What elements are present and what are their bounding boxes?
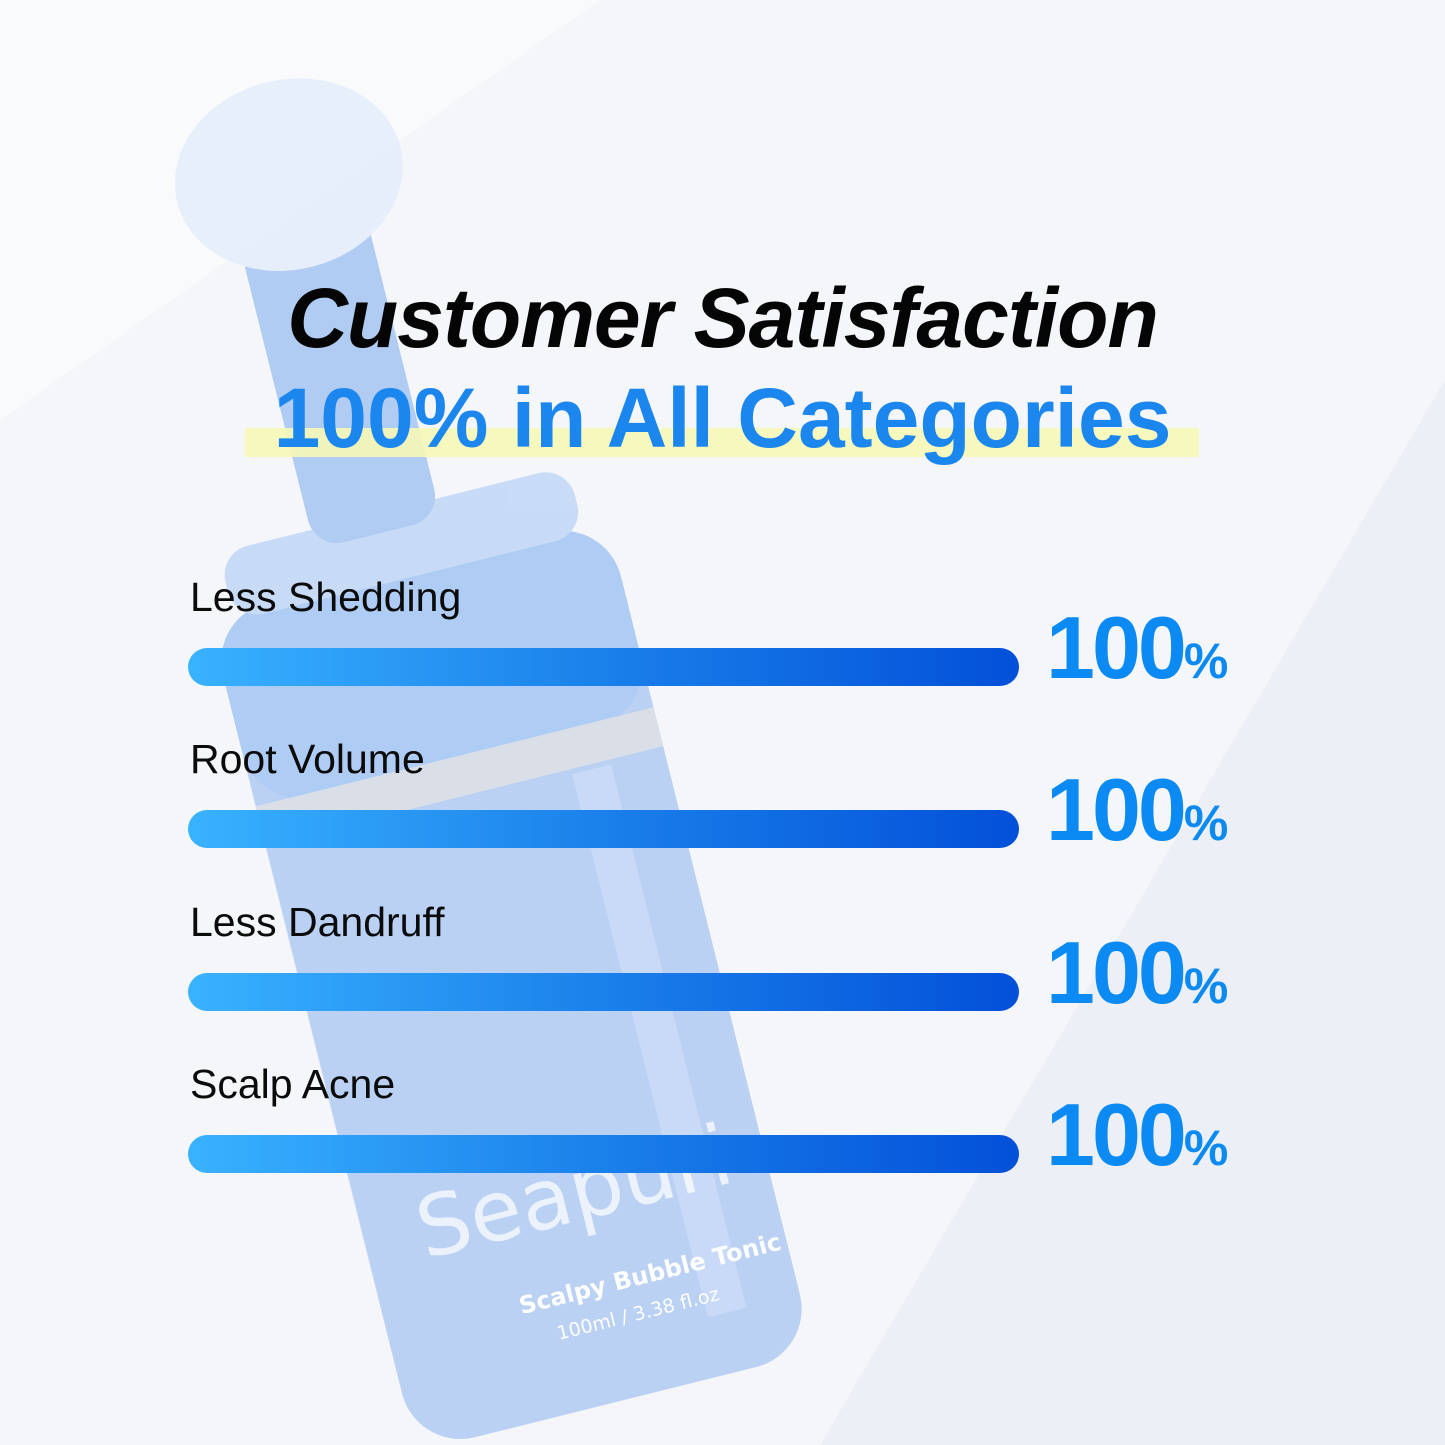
- category-label: Scalp Acne: [190, 1060, 396, 1107]
- value-unit: %: [1183, 1119, 1229, 1176]
- value-number: 100: [1046, 598, 1187, 697]
- bar: [188, 972, 1019, 1011]
- value-label: 100%: [1046, 922, 1229, 1022]
- category-label: Root Volume: [190, 736, 425, 783]
- value-number: 100: [1046, 922, 1187, 1022]
- category-label: Less Dandruff: [190, 898, 445, 945]
- brush-head-icon: [174, 78, 403, 271]
- bar: [188, 810, 1019, 849]
- value-unit: %: [1183, 795, 1229, 852]
- value-unit: %: [1183, 957, 1229, 1014]
- value-unit: %: [1183, 633, 1229, 689]
- value-label: 100%: [1046, 598, 1229, 697]
- chart-subtitle-text: 100% in All Categories: [273, 371, 1172, 465]
- value-number: 100: [1046, 760, 1187, 860]
- bar: [188, 1134, 1019, 1173]
- subtitle-highlight: [245, 428, 1199, 457]
- bar: [188, 648, 1019, 686]
- value-label: 100%: [1046, 1084, 1229, 1184]
- value-number: 100: [1046, 1084, 1187, 1184]
- chart-subtitle: 100% in All Categories: [0, 372, 1445, 464]
- category-label: Less Shedding: [190, 574, 462, 620]
- value-label: 100%: [1046, 760, 1229, 860]
- chart-title: Customer Satisfaction: [287, 271, 1159, 365]
